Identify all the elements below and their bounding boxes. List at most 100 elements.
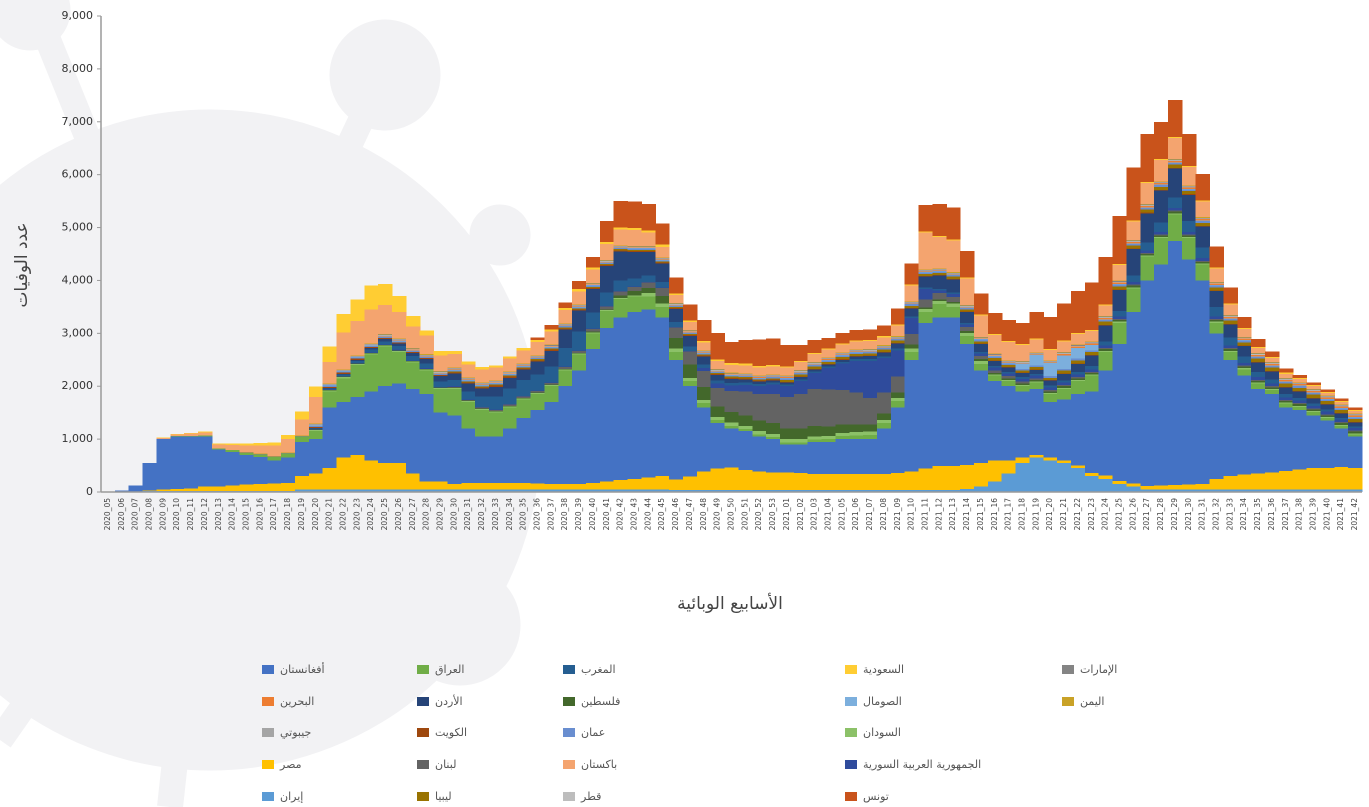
x-tick-label: 2021_12 [934,498,943,531]
area-step [614,246,628,247]
area-step [406,361,420,362]
area-step [1002,372,1016,374]
area-step [628,247,642,248]
x-tick-label: 2021_01 [782,498,791,531]
area-step [655,260,669,261]
area-step [1182,189,1196,190]
area-step [877,347,891,348]
area-step [877,358,891,392]
area-step [641,310,655,478]
area-step [323,390,337,391]
area-step [1168,168,1182,169]
area-step [752,367,766,375]
area-step [323,388,337,389]
area-step [1210,267,1224,268]
area-step [1210,246,1224,267]
area-step [420,356,434,357]
area-step [1307,411,1321,412]
area-step [863,351,877,352]
area-step [1237,341,1251,343]
area-step [835,356,849,358]
area-step [1279,404,1293,408]
area-step [309,430,323,431]
area-step [544,386,558,402]
area-step [628,230,642,246]
area-step [1140,183,1154,204]
area-step [849,349,863,350]
area-step [586,333,600,349]
x-tick-label: 2020_50 [727,498,736,531]
area-step [544,383,558,385]
area-step [1196,265,1210,281]
area-step [392,463,406,489]
area-step [503,483,517,489]
area-step [378,345,392,346]
area-step [1237,366,1251,367]
area-step [1029,367,1043,369]
area-step [572,306,586,307]
area-step [974,339,988,340]
area-step [697,352,711,353]
area-step [558,367,572,369]
area-step [1071,466,1085,469]
area-step [267,442,281,445]
area-step [835,353,849,354]
x-tick-label: 2021_02 [796,498,805,531]
area-step [517,370,531,381]
area-step [267,460,281,483]
area-step [1251,362,1265,372]
area-step [1085,372,1099,373]
area-step [364,346,378,347]
area-step [780,378,794,379]
area-step [835,390,849,424]
area-step [337,376,351,377]
area-step [475,410,489,436]
area-step [919,309,933,312]
area-step [364,353,378,354]
area-step [1140,257,1154,281]
x-tick-label: 2020_28 [422,498,431,531]
area-step [919,307,933,309]
area-step [1140,486,1154,489]
x-tick-label: 2021_32 [1212,498,1221,531]
area-step [309,427,323,428]
area-step [1320,405,1334,410]
area-step [1223,345,1237,348]
area-step [489,381,503,382]
area-step [544,385,558,386]
area-step [447,372,461,373]
legend-swatch [1062,697,1074,706]
area-step [434,381,448,386]
area-step [614,247,628,248]
area-step [891,473,905,490]
area-step [531,375,545,391]
area-step [420,357,434,358]
area-step [1320,418,1334,421]
area-step [849,356,863,357]
area-step [378,305,392,334]
area-step [752,381,766,384]
area-step [434,375,448,376]
area-step [392,339,406,340]
area-step [1279,378,1293,379]
area-step [1293,382,1307,383]
area-step [683,351,697,352]
area-step [1279,387,1293,388]
area-step [1043,350,1057,361]
area-step [905,316,919,318]
x-tick-label: 2020_41 [602,498,611,531]
area-step [1307,393,1321,394]
area-step [1113,311,1127,316]
area-step [1099,349,1113,351]
area-step [1320,399,1334,400]
area-step [1237,345,1251,346]
area-step [919,287,933,289]
area-step [1140,134,1154,182]
area-step [1057,389,1071,400]
area-step [752,386,766,394]
area-step [1126,241,1140,242]
area-step [392,339,406,340]
area-step [1113,290,1127,311]
area-step [974,338,988,339]
area-step [406,348,420,349]
